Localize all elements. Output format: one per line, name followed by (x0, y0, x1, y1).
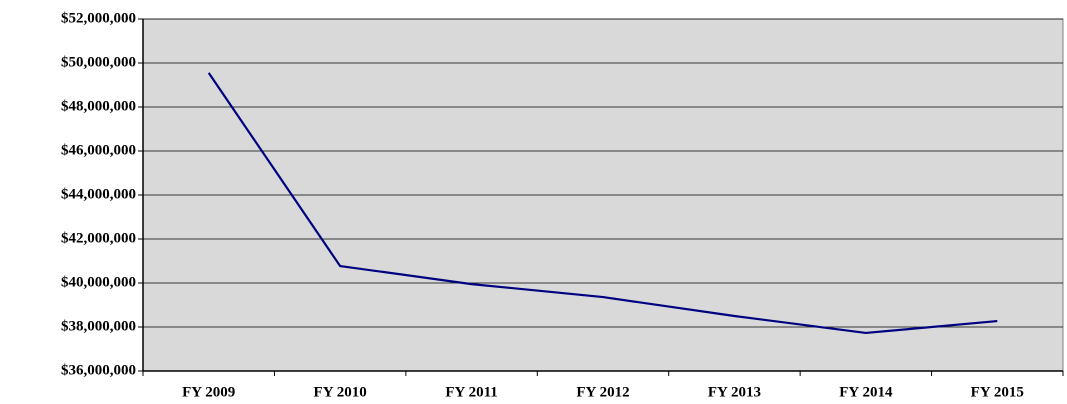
y-tick-label: $44,000,000 (61, 186, 136, 202)
x-tick-label: FY 2014 (839, 384, 893, 400)
line-series (207, 72, 998, 335)
y-tick-label: $36,000,000 (61, 362, 136, 378)
x-tick-label: FY 2010 (314, 384, 367, 400)
y-tick-label: $38,000,000 (61, 318, 136, 334)
y-tick-label: $52,000,000 (61, 10, 136, 26)
x-tick-label: FY 2012 (576, 384, 629, 400)
y-tick-label: $50,000,000 (61, 54, 136, 70)
x-tick-label: FY 2015 (971, 384, 1024, 400)
x-tick-label: FY 2011 (445, 384, 497, 400)
y-tick-label: $40,000,000 (61, 274, 136, 290)
x-tick-label: FY 2013 (708, 384, 761, 400)
y-tick-label: $46,000,000 (61, 142, 136, 158)
y-tick-label: $42,000,000 (61, 230, 136, 246)
x-tick-label: FY 2009 (182, 384, 235, 400)
y-tick-label: $48,000,000 (61, 98, 136, 114)
